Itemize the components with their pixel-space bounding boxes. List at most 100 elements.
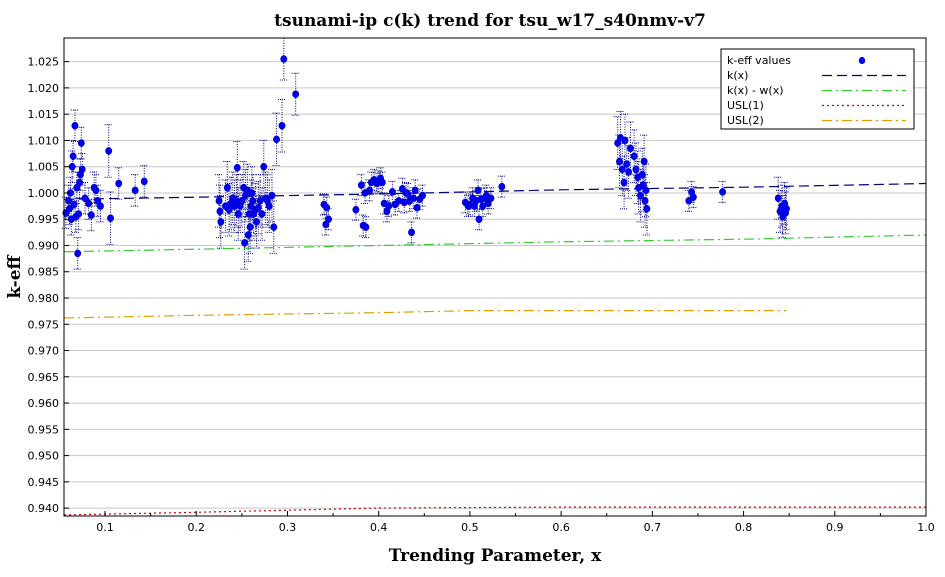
data-point [131, 186, 139, 195]
data-point [81, 194, 89, 203]
x-tick-label: 0.4 [370, 521, 388, 534]
series-line-usl-2 [63, 310, 787, 319]
chart-title: tsunami-ip c(k) trend for tsu_w17_s40nmv… [274, 11, 706, 31]
y-axis-label: k-eff [5, 254, 25, 298]
plot-frame [63, 37, 927, 517]
data-point [640, 157, 648, 166]
data-point [409, 194, 417, 203]
data-point [278, 121, 286, 130]
data-point [719, 188, 727, 196]
y-tick-label: 0.980 [28, 292, 60, 305]
data-point [268, 191, 276, 200]
data-point [475, 215, 483, 224]
y-tick-label: 0.970 [28, 345, 60, 358]
data-point [85, 199, 93, 208]
data-point [616, 157, 623, 166]
series-line-k-x [63, 182, 927, 200]
data-point [258, 210, 266, 218]
data-point [623, 160, 631, 168]
y-tick-label: 0.990 [28, 239, 60, 252]
data-point [115, 179, 123, 188]
data-point [77, 139, 85, 147]
data-point [408, 228, 415, 237]
legend-label: USL(2) [727, 114, 764, 127]
grid-lines [64, 61, 926, 509]
data-point [292, 90, 300, 99]
data-point [620, 178, 628, 187]
data-point [260, 162, 268, 171]
y-tick-label: 1.000 [28, 187, 60, 200]
y-tick-label: 0.960 [28, 397, 60, 410]
y-axis-ticks: 0.940 0.945 0.950 0.955 0.960 0.965 0.970 0.975… [28, 56, 69, 515]
x-tick-label: 0.9 [826, 521, 844, 534]
data-point [76, 178, 83, 187]
data-point [216, 207, 224, 216]
data-point [385, 202, 393, 210]
data-point [625, 168, 633, 176]
legend-label: k(x) [727, 69, 748, 82]
data-point [253, 217, 260, 226]
y-tick-label: 1.015 [28, 108, 60, 121]
data-point [87, 211, 95, 219]
data-point [65, 196, 73, 205]
legend-marker-points [858, 56, 866, 65]
x-tick-label: 0.8 [735, 521, 753, 534]
data-point [78, 165, 86, 174]
data-point [270, 223, 278, 231]
legend: k-eff values k(x) k(x) - w(x) USL(1) USL(2) [720, 48, 915, 130]
data-point [637, 191, 644, 200]
data-point [92, 186, 100, 195]
data-point [362, 223, 370, 231]
data-point [774, 194, 782, 203]
x-tick-label: 0.5 [461, 521, 479, 534]
trend-lines [63, 182, 927, 516]
data-point [273, 135, 280, 144]
x-axis-label: Trending Parameter, x [389, 546, 602, 566]
data-point [233, 163, 241, 172]
data-point [487, 194, 495, 203]
data-point [643, 204, 651, 213]
data-point [254, 203, 262, 212]
data-point [66, 204, 73, 213]
x-tick-label: 1.0 [917, 521, 935, 534]
y-tick-label: 0.965 [28, 371, 60, 384]
series-line-usl-1 [63, 506, 926, 516]
data-point [280, 55, 288, 63]
data-point [325, 215, 332, 224]
data-point [69, 152, 77, 161]
data-point [246, 223, 254, 231]
data-point [498, 182, 506, 191]
data-point [782, 204, 790, 213]
x-tick-label: 0.3 [279, 521, 297, 534]
x-tick-label: 0.1 [96, 521, 114, 534]
x-tick-label: 0.7 [644, 521, 662, 534]
data-points [62, 55, 790, 258]
y-tick-label: 1.020 [28, 82, 60, 95]
data-point [140, 177, 148, 186]
data-point [234, 210, 242, 218]
data-point [630, 152, 638, 161]
y-tick-label: 0.945 [28, 476, 60, 489]
data-point [223, 183, 231, 192]
data-point [642, 186, 650, 195]
data-point [621, 136, 629, 145]
y-tick-label: 0.940 [28, 502, 60, 515]
data-point [215, 196, 223, 205]
data-point [105, 147, 113, 155]
x-tick-label: 0.6 [552, 521, 570, 534]
series-line-k-x-w-x [63, 234, 927, 253]
data-point [265, 202, 273, 210]
data-point [413, 203, 421, 212]
data-point [632, 165, 640, 174]
data-point [68, 162, 76, 171]
data-point [241, 239, 249, 247]
legend-label: USL(1) [727, 99, 764, 112]
data-point [107, 214, 114, 223]
data-point [323, 203, 331, 212]
data-point [75, 210, 83, 218]
y-tick-label: 0.995 [28, 213, 60, 226]
y-tick-label: 1.010 [28, 134, 60, 147]
data-point [378, 178, 386, 187]
data-point [638, 170, 646, 179]
